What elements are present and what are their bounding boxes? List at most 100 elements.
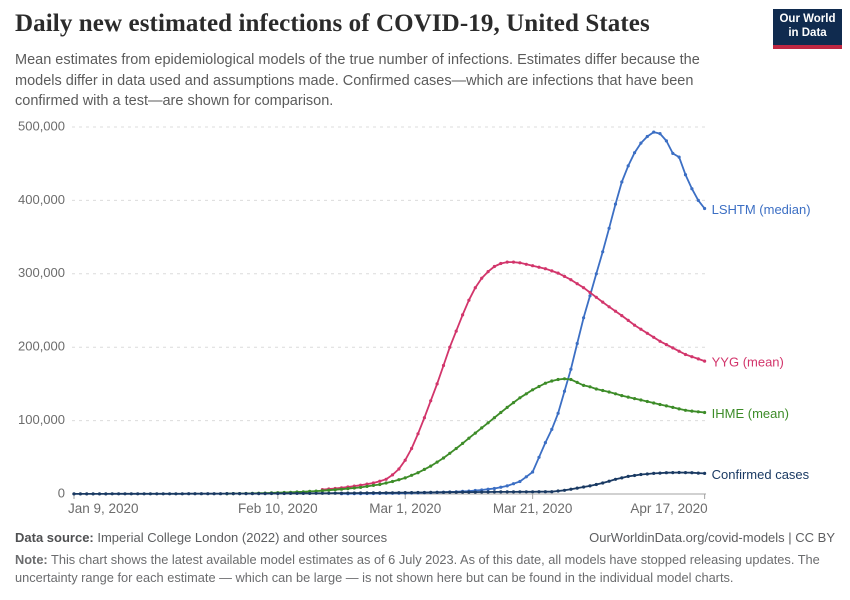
series-point-confirmed-cases[interactable] xyxy=(72,492,76,496)
series-point-ihme-mean[interactable] xyxy=(652,401,656,405)
series-point-confirmed-cases[interactable] xyxy=(703,471,707,475)
series-point-yyg-mean[interactable] xyxy=(492,264,496,269)
series-point-confirmed-cases[interactable] xyxy=(690,471,694,475)
series-point-ihme-mean[interactable] xyxy=(371,483,375,487)
series-point-yyg-mean[interactable] xyxy=(613,309,618,313)
series-point-lshtm-median[interactable] xyxy=(499,485,503,489)
series-point-confirmed-cases[interactable] xyxy=(448,490,452,494)
series-point-confirmed-cases[interactable] xyxy=(359,491,363,495)
series-point-ihme-mean[interactable] xyxy=(461,441,465,445)
series-point-confirmed-cases[interactable] xyxy=(180,492,184,496)
series-point-confirmed-cases[interactable] xyxy=(601,481,605,485)
series-point-confirmed-cases[interactable] xyxy=(486,490,490,494)
series-point-lshtm-median[interactable] xyxy=(524,475,528,479)
series-point-lshtm-median[interactable] xyxy=(658,132,662,136)
series-point-ihme-mean[interactable] xyxy=(703,410,707,415)
series-point-confirmed-cases[interactable] xyxy=(499,490,503,494)
series-point-ihme-mean[interactable] xyxy=(594,387,598,391)
series-point-yyg-mean[interactable] xyxy=(429,399,433,403)
series-point-ihme-mean[interactable] xyxy=(677,407,681,411)
series-point-yyg-mean[interactable] xyxy=(378,479,382,483)
series-point-confirmed-cases[interactable] xyxy=(696,471,700,475)
series-point-yyg-mean[interactable] xyxy=(543,267,548,271)
series-point-lshtm-median[interactable] xyxy=(626,164,630,168)
series-point-confirmed-cases[interactable] xyxy=(174,492,178,496)
series-point-yyg-mean[interactable] xyxy=(416,432,420,436)
series-point-confirmed-cases[interactable] xyxy=(155,492,159,496)
series-point-confirmed-cases[interactable] xyxy=(365,491,369,495)
series-point-yyg-mean[interactable] xyxy=(384,477,388,481)
series-point-confirmed-cases[interactable] xyxy=(626,474,630,478)
series-point-ihme-mean[interactable] xyxy=(582,383,586,387)
series-point-yyg-mean[interactable] xyxy=(582,286,586,290)
series-point-confirmed-cases[interactable] xyxy=(671,471,675,475)
series-point-yyg-mean[interactable] xyxy=(390,473,395,477)
series-point-yyg-mean[interactable] xyxy=(703,359,707,363)
series-point-lshtm-median[interactable] xyxy=(505,484,509,488)
series-point-confirmed-cases[interactable] xyxy=(613,477,618,481)
series-point-ihme-mean[interactable] xyxy=(696,410,700,414)
series-line-confirmed-cases[interactable] xyxy=(73,471,706,495)
series-point-yyg-mean[interactable] xyxy=(639,327,643,331)
series-point-confirmed-cases[interactable] xyxy=(441,490,446,494)
series-point-confirmed-cases[interactable] xyxy=(422,490,426,495)
series-point-yyg-mean[interactable] xyxy=(569,278,573,282)
series-point-lshtm-median[interactable] xyxy=(511,482,516,486)
series-point-confirmed-cases[interactable] xyxy=(454,490,458,494)
series-point-yyg-mean[interactable] xyxy=(550,269,554,273)
series-point-yyg-mean[interactable] xyxy=(671,346,675,350)
series-point-yyg-mean[interactable] xyxy=(588,290,592,295)
series-point-ihme-mean[interactable] xyxy=(518,396,522,400)
series-point-ihme-mean[interactable] xyxy=(397,478,401,482)
series-point-confirmed-cases[interactable] xyxy=(435,490,439,494)
series-point-lshtm-median[interactable] xyxy=(531,470,535,474)
series-point-confirmed-cases[interactable] xyxy=(269,491,274,496)
series-point-confirmed-cases[interactable] xyxy=(85,492,89,496)
series-point-yyg-mean[interactable] xyxy=(448,345,452,349)
series-point-yyg-mean[interactable] xyxy=(658,339,662,343)
series-point-yyg-mean[interactable] xyxy=(511,260,516,264)
series-point-confirmed-cases[interactable] xyxy=(562,488,567,492)
series-point-confirmed-cases[interactable] xyxy=(645,472,649,476)
series-point-lshtm-median[interactable] xyxy=(537,455,541,459)
series-point-ihme-mean[interactable] xyxy=(467,436,471,440)
series-point-confirmed-cases[interactable] xyxy=(282,491,286,496)
series-point-confirmed-cases[interactable] xyxy=(550,490,554,494)
series-point-yyg-mean[interactable] xyxy=(403,458,407,462)
series-point-lshtm-median[interactable] xyxy=(633,151,637,155)
series-point-ihme-mean[interactable] xyxy=(588,385,592,389)
series-point-yyg-mean[interactable] xyxy=(505,260,509,264)
series-point-confirmed-cases[interactable] xyxy=(187,492,191,496)
series-point-ihme-mean[interactable] xyxy=(690,409,694,413)
series-point-ihme-mean[interactable] xyxy=(365,484,369,488)
series-point-ihme-mean[interactable] xyxy=(448,451,452,455)
series-point-confirmed-cases[interactable] xyxy=(537,490,541,494)
series-point-yyg-mean[interactable] xyxy=(518,261,522,265)
series-point-yyg-mean[interactable] xyxy=(664,343,669,347)
series-point-lshtm-median[interactable] xyxy=(518,479,522,484)
series-point-ihme-mean[interactable] xyxy=(524,392,528,396)
series-point-yyg-mean[interactable] xyxy=(435,382,439,386)
series-point-ihme-mean[interactable] xyxy=(543,381,548,385)
series-point-lshtm-median[interactable] xyxy=(550,427,554,431)
series-point-confirmed-cases[interactable] xyxy=(308,491,312,495)
series-point-ihme-mean[interactable] xyxy=(410,473,414,477)
series-label-lshtm-median[interactable]: LSHTM (median) xyxy=(712,202,811,217)
series-point-confirmed-cases[interactable] xyxy=(505,490,509,494)
series-point-confirmed-cases[interactable] xyxy=(333,491,337,495)
series-point-confirmed-cases[interactable] xyxy=(123,492,127,496)
series-point-confirmed-cases[interactable] xyxy=(301,491,305,495)
series-point-yyg-mean[interactable] xyxy=(562,274,567,278)
series-point-confirmed-cases[interactable] xyxy=(339,491,344,495)
series-point-confirmed-cases[interactable] xyxy=(244,492,248,496)
series-point-lshtm-median[interactable] xyxy=(690,187,694,191)
series-point-lshtm-median[interactable] xyxy=(486,487,490,491)
series-point-ihme-mean[interactable] xyxy=(658,402,662,407)
series-point-lshtm-median[interactable] xyxy=(664,139,669,143)
series-point-yyg-mean[interactable] xyxy=(531,264,535,268)
series-point-confirmed-cases[interactable] xyxy=(129,492,133,496)
series-point-ihme-mean[interactable] xyxy=(683,408,688,412)
series-point-confirmed-cases[interactable] xyxy=(104,492,108,496)
series-point-confirmed-cases[interactable] xyxy=(556,489,560,493)
series-point-yyg-mean[interactable] xyxy=(480,276,484,280)
